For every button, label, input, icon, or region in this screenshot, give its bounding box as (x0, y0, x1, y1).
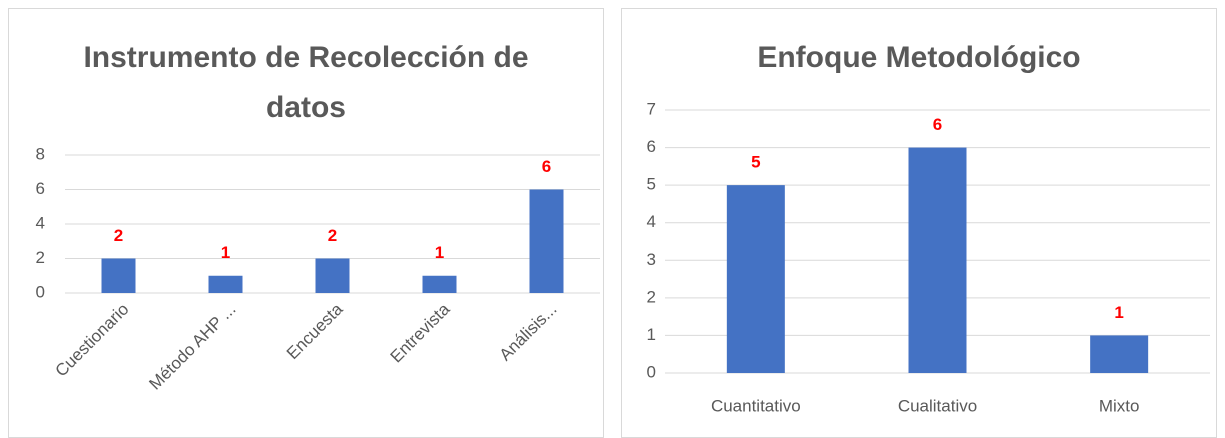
x-tick-label: Mixto (1099, 396, 1140, 415)
bar (422, 275, 457, 293)
page: Instrumento de Recolección de datos Enfo… (8, 8, 1217, 438)
y-tick-label: 6 (36, 179, 45, 198)
bar (101, 258, 136, 293)
data-label: 2 (328, 226, 337, 245)
y-tick-label: 4 (647, 212, 656, 231)
data-label: 1 (1114, 303, 1123, 322)
chart-title: Instrumento de Recolección de datos (83, 41, 529, 124)
x-tick-label: Método AHP ... (145, 300, 239, 394)
bar (208, 275, 243, 293)
data-label: 6 (542, 157, 551, 176)
bar (726, 185, 785, 373)
data-label: 1 (435, 243, 444, 262)
y-tick-label: 0 (647, 362, 656, 381)
y-tick-label: 0 (36, 282, 45, 301)
y-tick-label: 5 (647, 175, 656, 194)
data-label: 5 (751, 153, 760, 172)
x-tick-label: Análisis... (496, 300, 561, 365)
bar (315, 258, 350, 293)
y-tick-label: 6 (647, 137, 656, 156)
chart-panel: Instrumento de Recolección de datos (8, 8, 604, 438)
y-tick-label: 8 (36, 144, 45, 163)
y-tick-label: 2 (36, 248, 45, 267)
data-label: 6 (933, 115, 942, 134)
charts: 0 2 4 6 8 Cuestionario 2 Método AHP ... 1 Encuest… (36, 99, 1210, 415)
bar (1090, 335, 1149, 373)
y-tick-label: 2 (647, 287, 656, 306)
bar (908, 147, 967, 373)
data-label: 2 (114, 226, 123, 245)
x-tick-label: Encuesta (283, 299, 347, 363)
chart-title: Enfoque Metodológico (757, 41, 1081, 74)
y-tick-label: 4 (36, 213, 45, 232)
x-tick-label: Cuantitativo (711, 396, 801, 415)
y-tick-label: 3 (647, 250, 656, 269)
bar (529, 189, 564, 293)
data-label: 1 (221, 243, 230, 262)
x-tick-label: Cualitativo (898, 396, 977, 415)
x-tick-label: Entrevista (387, 299, 454, 366)
y-tick-label: 1 (647, 325, 656, 344)
y-tick-label: 7 (647, 99, 656, 118)
x-tick-label: Cuestionario (52, 300, 133, 381)
